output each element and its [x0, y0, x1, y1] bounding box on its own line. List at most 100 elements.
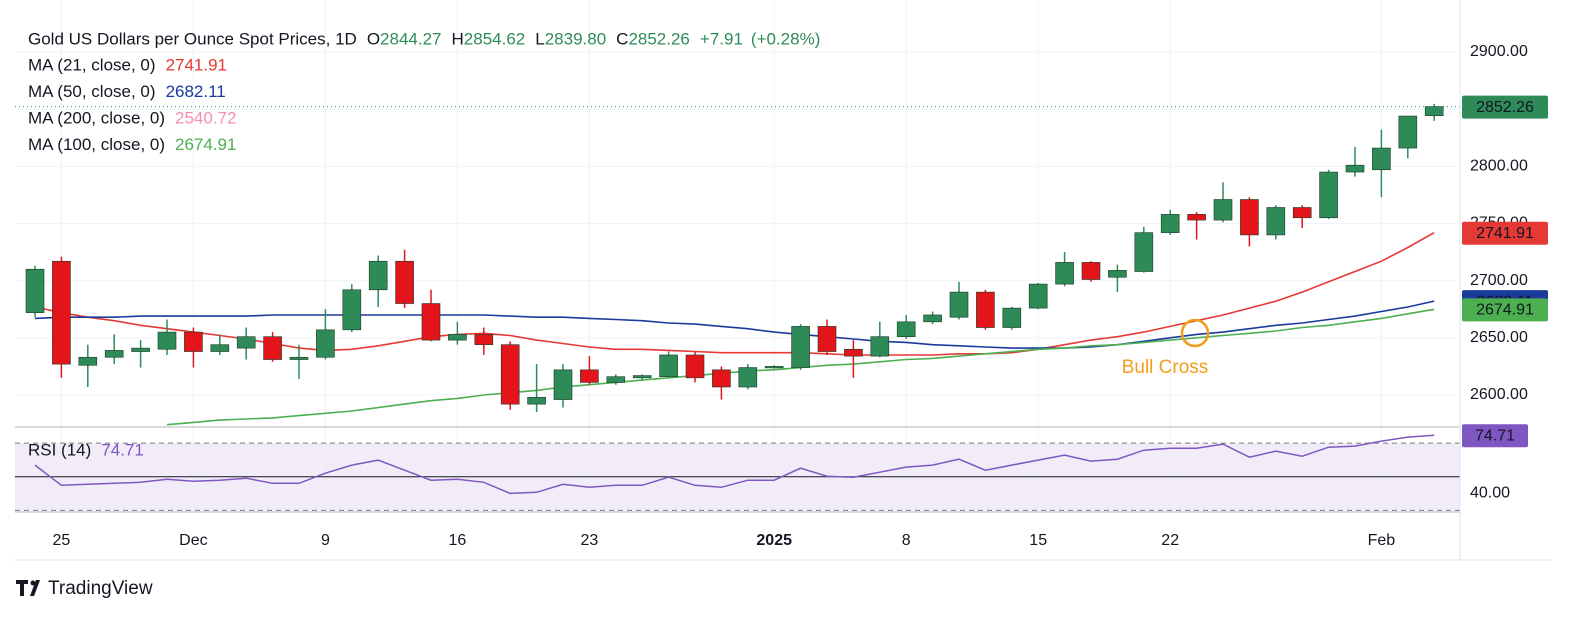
rsi-value-box	[1462, 424, 1528, 448]
candle-body	[263, 336, 282, 360]
logo-icon	[16, 580, 40, 596]
candle-body	[764, 366, 784, 369]
candle-body	[25, 268, 45, 313]
candle-body	[210, 344, 230, 352]
annotation: Bull Cross	[1122, 357, 1209, 378]
candle-body	[870, 336, 890, 357]
ohlc-key: C	[616, 29, 628, 48]
candle-body	[685, 354, 705, 379]
candle-body	[1055, 262, 1074, 285]
cross-marker	[1180, 318, 1210, 348]
candle-body	[1028, 283, 1048, 309]
ma-price-label-box	[1462, 298, 1548, 322]
ohlc-key: L	[535, 29, 544, 48]
candle-body	[395, 260, 414, 304]
rsi-legend-value: 74.71	[101, 440, 144, 459]
candle-body	[896, 321, 916, 337]
legend-value: 2741.91	[166, 55, 227, 74]
candle-body	[421, 303, 441, 341]
candle-body	[1319, 171, 1338, 219]
candle-body	[553, 369, 573, 400]
candle-body	[316, 329, 335, 358]
x-tick-label: 2025	[756, 532, 792, 549]
candle-body	[1187, 214, 1206, 221]
ma-price-label: 2741.91	[1476, 225, 1534, 242]
legend-value: 2540.72	[175, 108, 236, 127]
x-tick-label: Feb	[1368, 532, 1396, 549]
candle-body	[342, 289, 362, 331]
x-tick-label: 22	[1161, 532, 1179, 549]
candle-body	[1345, 164, 1365, 173]
candle-body	[52, 260, 71, 365]
candle-body	[1134, 232, 1154, 272]
candle-body	[632, 375, 652, 379]
legend-label: MA (100, close, 0)	[28, 135, 165, 154]
y-tick-label: 2650.00	[1470, 329, 1528, 346]
grid	[15, 0, 1460, 512]
candle-body	[78, 356, 98, 366]
candle-body	[448, 334, 467, 341]
overlay: 2600.002650.002700.002750.002800.002850.…	[28, 29, 1548, 549]
candle-body	[236, 336, 256, 349]
candle-body	[500, 344, 520, 405]
candle-body	[738, 367, 758, 388]
brand: TradingView	[48, 578, 153, 599]
ohlc-key: O	[367, 29, 380, 48]
candle-body	[1292, 207, 1312, 219]
legend-value: 2682.11	[166, 82, 226, 101]
ohlc-key: H	[452, 29, 464, 48]
candle-body	[976, 291, 995, 328]
candle-body	[1372, 147, 1391, 171]
candle-body	[104, 350, 124, 358]
rsi-line	[34, 434, 1435, 495]
x-tick-label: Dec	[179, 532, 207, 549]
last-price-label-box	[1462, 95, 1548, 119]
candle-body	[844, 348, 863, 357]
y-tick-label: 2900.00	[1470, 43, 1528, 60]
candle-body	[1424, 106, 1444, 117]
candle-body	[157, 331, 177, 350]
ohlc-value: 2844.27	[380, 29, 441, 48]
y-tick-label: 2600.00	[1470, 386, 1528, 403]
candle-body	[712, 369, 731, 388]
candle-body	[1240, 199, 1259, 236]
candle-body	[1266, 207, 1286, 236]
x-tick-label: 25	[53, 532, 71, 549]
rsi-legend-label: RSI (14)	[28, 440, 91, 459]
y-tick-label: 2700.00	[1470, 272, 1528, 289]
candle-body	[1213, 199, 1233, 221]
legend-label: MA (200, close, 0)	[28, 108, 165, 127]
candle-body	[923, 314, 942, 323]
x-tick-label: 16	[449, 532, 467, 549]
candle-body	[1398, 115, 1418, 149]
logo: TradingView	[16, 578, 153, 599]
candle-body	[1081, 262, 1101, 280]
chart-title: Gold US Dollars per Ounce Spot Prices, 1…	[28, 29, 357, 48]
last-price-label: 2852.26	[1476, 99, 1534, 116]
candle-body	[368, 260, 388, 291]
candle-body	[817, 326, 837, 352]
candle-body	[527, 396, 546, 405]
candle-body	[659, 354, 678, 377]
candle-body	[1108, 270, 1127, 278]
candle-body	[184, 331, 203, 352]
x-tick-label: 8	[902, 532, 911, 549]
rsi-tick-label: 40.00	[1470, 485, 1510, 502]
ma-price-label: 2674.91	[1476, 302, 1534, 319]
candle-body	[1002, 307, 1022, 328]
candle-body	[580, 369, 599, 383]
legend-label: MA (50, close, 0)	[28, 82, 156, 101]
ma-line	[34, 300, 1435, 349]
y-tick-label: 2800.00	[1470, 158, 1528, 175]
price-pane	[15, 103, 1460, 426]
rsi-value-label: 74.71	[1475, 427, 1515, 444]
ohlc-value: 2839.80	[545, 29, 606, 48]
candle-body	[949, 291, 969, 318]
ma-price-label-box	[1462, 221, 1548, 245]
legend-value: 2674.91	[175, 135, 236, 154]
ohlc-value: 2852.26	[628, 29, 689, 48]
candle-body	[606, 376, 626, 383]
x-tick-label: 15	[1029, 532, 1047, 549]
candle-body	[1160, 214, 1180, 233]
